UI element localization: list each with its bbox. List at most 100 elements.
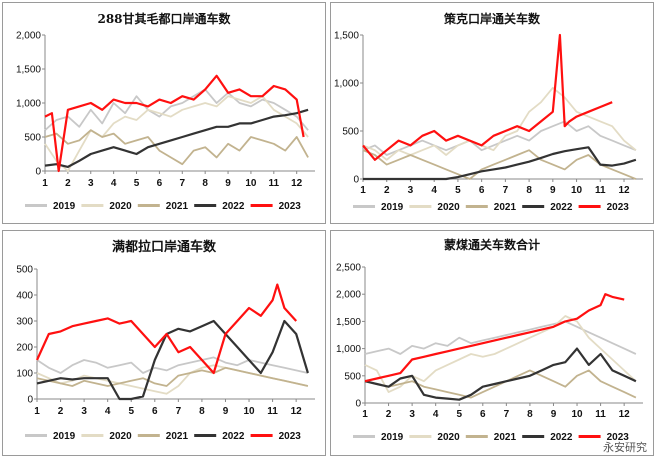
legend-label-2020: 2020 bbox=[437, 202, 460, 213]
series-line-2022 bbox=[44, 108, 309, 168]
panel-mandula: 满都拉口岸通车数 0 100 200 300 400 500 1 2 3 4 5 6 7 8 9 10 11 12 2… bbox=[2, 230, 326, 456]
chart-title: 满都拉口岸通车数 bbox=[112, 239, 217, 255]
x-tick-label: 4 bbox=[105, 406, 111, 417]
x-tick-label: 8 bbox=[526, 185, 532, 196]
x-tick-label: 6 bbox=[479, 185, 485, 196]
y-tick-label: 500 bbox=[24, 133, 41, 144]
legend-label-2019: 2019 bbox=[53, 201, 76, 212]
y-tick-label: 400 bbox=[16, 291, 33, 302]
series-line-2020 bbox=[364, 315, 637, 394]
y-tick-label: 0 bbox=[27, 395, 33, 406]
series-line-2019 bbox=[364, 320, 637, 355]
series-line-2019 bbox=[362, 120, 637, 156]
x-tick-label: 3 bbox=[88, 178, 94, 189]
series-line-2023 bbox=[362, 33, 613, 161]
x-tick-label: 8 bbox=[199, 406, 205, 417]
x-tick-label: 7 bbox=[180, 178, 186, 189]
x-tick-label: 3 bbox=[408, 185, 414, 196]
legend-label-2023: 2023 bbox=[279, 431, 302, 442]
legend-label-2019: 2019 bbox=[381, 202, 404, 213]
series-line-2022 bbox=[364, 347, 637, 401]
x-tick-label: 12 bbox=[619, 409, 631, 420]
legend-label-2023: 2023 bbox=[279, 201, 302, 212]
x-tick-label: 11 bbox=[267, 406, 278, 417]
legend-label-2020: 2020 bbox=[109, 201, 132, 212]
panel-ganqimaodu: 288甘其毛都口岸通车数 0 500 1,000 1,500 2,000 1 2 3 4 5 6 7 8 9… bbox=[2, 2, 326, 224]
x-tick-label: 2 bbox=[384, 185, 390, 196]
series-line-2022 bbox=[36, 319, 309, 401]
x-tick-label: 4 bbox=[433, 409, 439, 420]
x-tick-label: 6 bbox=[152, 406, 158, 417]
x-tick-label: 6 bbox=[157, 178, 163, 189]
x-tick-label: 1 bbox=[360, 185, 366, 196]
x-tick-label: 7 bbox=[503, 185, 509, 196]
y-tick-label: 100 bbox=[16, 369, 33, 380]
x-tick-label: 9 bbox=[550, 185, 556, 196]
series-line-2023 bbox=[44, 74, 305, 173]
x-tick-label: 3 bbox=[409, 409, 415, 420]
series-line-2019 bbox=[44, 88, 309, 131]
legend-label-2022: 2022 bbox=[550, 202, 573, 213]
y-tick-label: 2,000 bbox=[16, 31, 41, 42]
watermark-text: 永安研究 bbox=[603, 441, 647, 454]
y-tick-label: 2,500 bbox=[336, 263, 361, 274]
chart-title: 蒙煤通关车数合计 bbox=[444, 237, 540, 252]
y-tick-label: 200 bbox=[16, 343, 33, 354]
x-tick-label: 2 bbox=[386, 409, 392, 420]
panel-mongolia-total: 蒙煤通关车数合计 0 500 1,000 1,500 2,000 2,500 1 2 3 4 5 6 7 8… bbox=[330, 230, 654, 456]
y-tick-label: 1,500 bbox=[16, 65, 41, 76]
y-tick-label: 0 bbox=[355, 399, 361, 410]
series-line-2022 bbox=[363, 146, 637, 181]
y-tick-label: 0 bbox=[35, 167, 41, 178]
x-tick-label: 10 bbox=[245, 178, 257, 189]
legend-label-2019: 2019 bbox=[381, 432, 404, 443]
x-tick-label: 7 bbox=[504, 409, 510, 420]
series-line-2021 bbox=[362, 149, 637, 180]
chart-title: 288甘其毛都口岸通车数 bbox=[97, 11, 231, 26]
x-tick-label: 10 bbox=[571, 185, 583, 196]
x-tick-label: 7 bbox=[176, 406, 182, 417]
x-tick-label: 1 bbox=[362, 409, 368, 420]
x-tick-label: 9 bbox=[223, 406, 229, 417]
y-tick-label: 500 bbox=[344, 371, 361, 382]
x-tick-label: 11 bbox=[269, 178, 280, 189]
legend-label-2021: 2021 bbox=[494, 432, 517, 443]
x-tick-label: 5 bbox=[455, 185, 461, 196]
legend-label-2021: 2021 bbox=[494, 202, 517, 213]
x-tick-label: 8 bbox=[202, 178, 208, 189]
y-tick-label: 500 bbox=[16, 265, 33, 276]
chart-title: 策克口岸通关车数 bbox=[444, 11, 541, 26]
y-tick-label: 2,000 bbox=[336, 290, 361, 301]
legend-label-2022: 2022 bbox=[222, 431, 245, 442]
y-tick-label: 0 bbox=[353, 175, 359, 186]
legend-label-2020: 2020 bbox=[109, 431, 132, 442]
legend-label-2021: 2021 bbox=[166, 431, 189, 442]
x-tick-label: 2 bbox=[58, 406, 64, 417]
y-tick-label: 1,500 bbox=[334, 31, 359, 42]
x-tick-label: 12 bbox=[291, 178, 303, 189]
x-tick-label: 3 bbox=[81, 406, 87, 417]
x-tick-label: 6 bbox=[480, 409, 486, 420]
x-tick-label: 4 bbox=[111, 178, 117, 189]
series-line-2023 bbox=[35, 283, 298, 375]
x-tick-label: 10 bbox=[243, 406, 255, 417]
legend-label-2022: 2022 bbox=[550, 432, 573, 443]
panel-ceke: 策克口岸通关车数 0 500 1,000 1,500 1 2 3 4 5 6 7 8 9 10 11 12 201… bbox=[330, 2, 654, 224]
legend-label-2022: 2022 bbox=[222, 201, 245, 212]
y-tick-label: 1,500 bbox=[336, 317, 361, 328]
legend-label-2019: 2019 bbox=[53, 431, 76, 442]
x-tick-label: 1 bbox=[34, 406, 40, 417]
legend-label-2023: 2023 bbox=[607, 432, 630, 443]
y-tick-label: 1,000 bbox=[334, 79, 359, 90]
x-tick-label: 2 bbox=[65, 178, 71, 189]
series-line-2020 bbox=[44, 95, 309, 172]
y-tick-label: 500 bbox=[342, 127, 359, 138]
legend-label-2023: 2023 bbox=[607, 202, 630, 213]
x-tick-label: 5 bbox=[128, 406, 134, 417]
series-line-2020 bbox=[362, 86, 637, 161]
series-line-2021 bbox=[364, 369, 637, 399]
x-tick-label: 11 bbox=[595, 409, 606, 420]
